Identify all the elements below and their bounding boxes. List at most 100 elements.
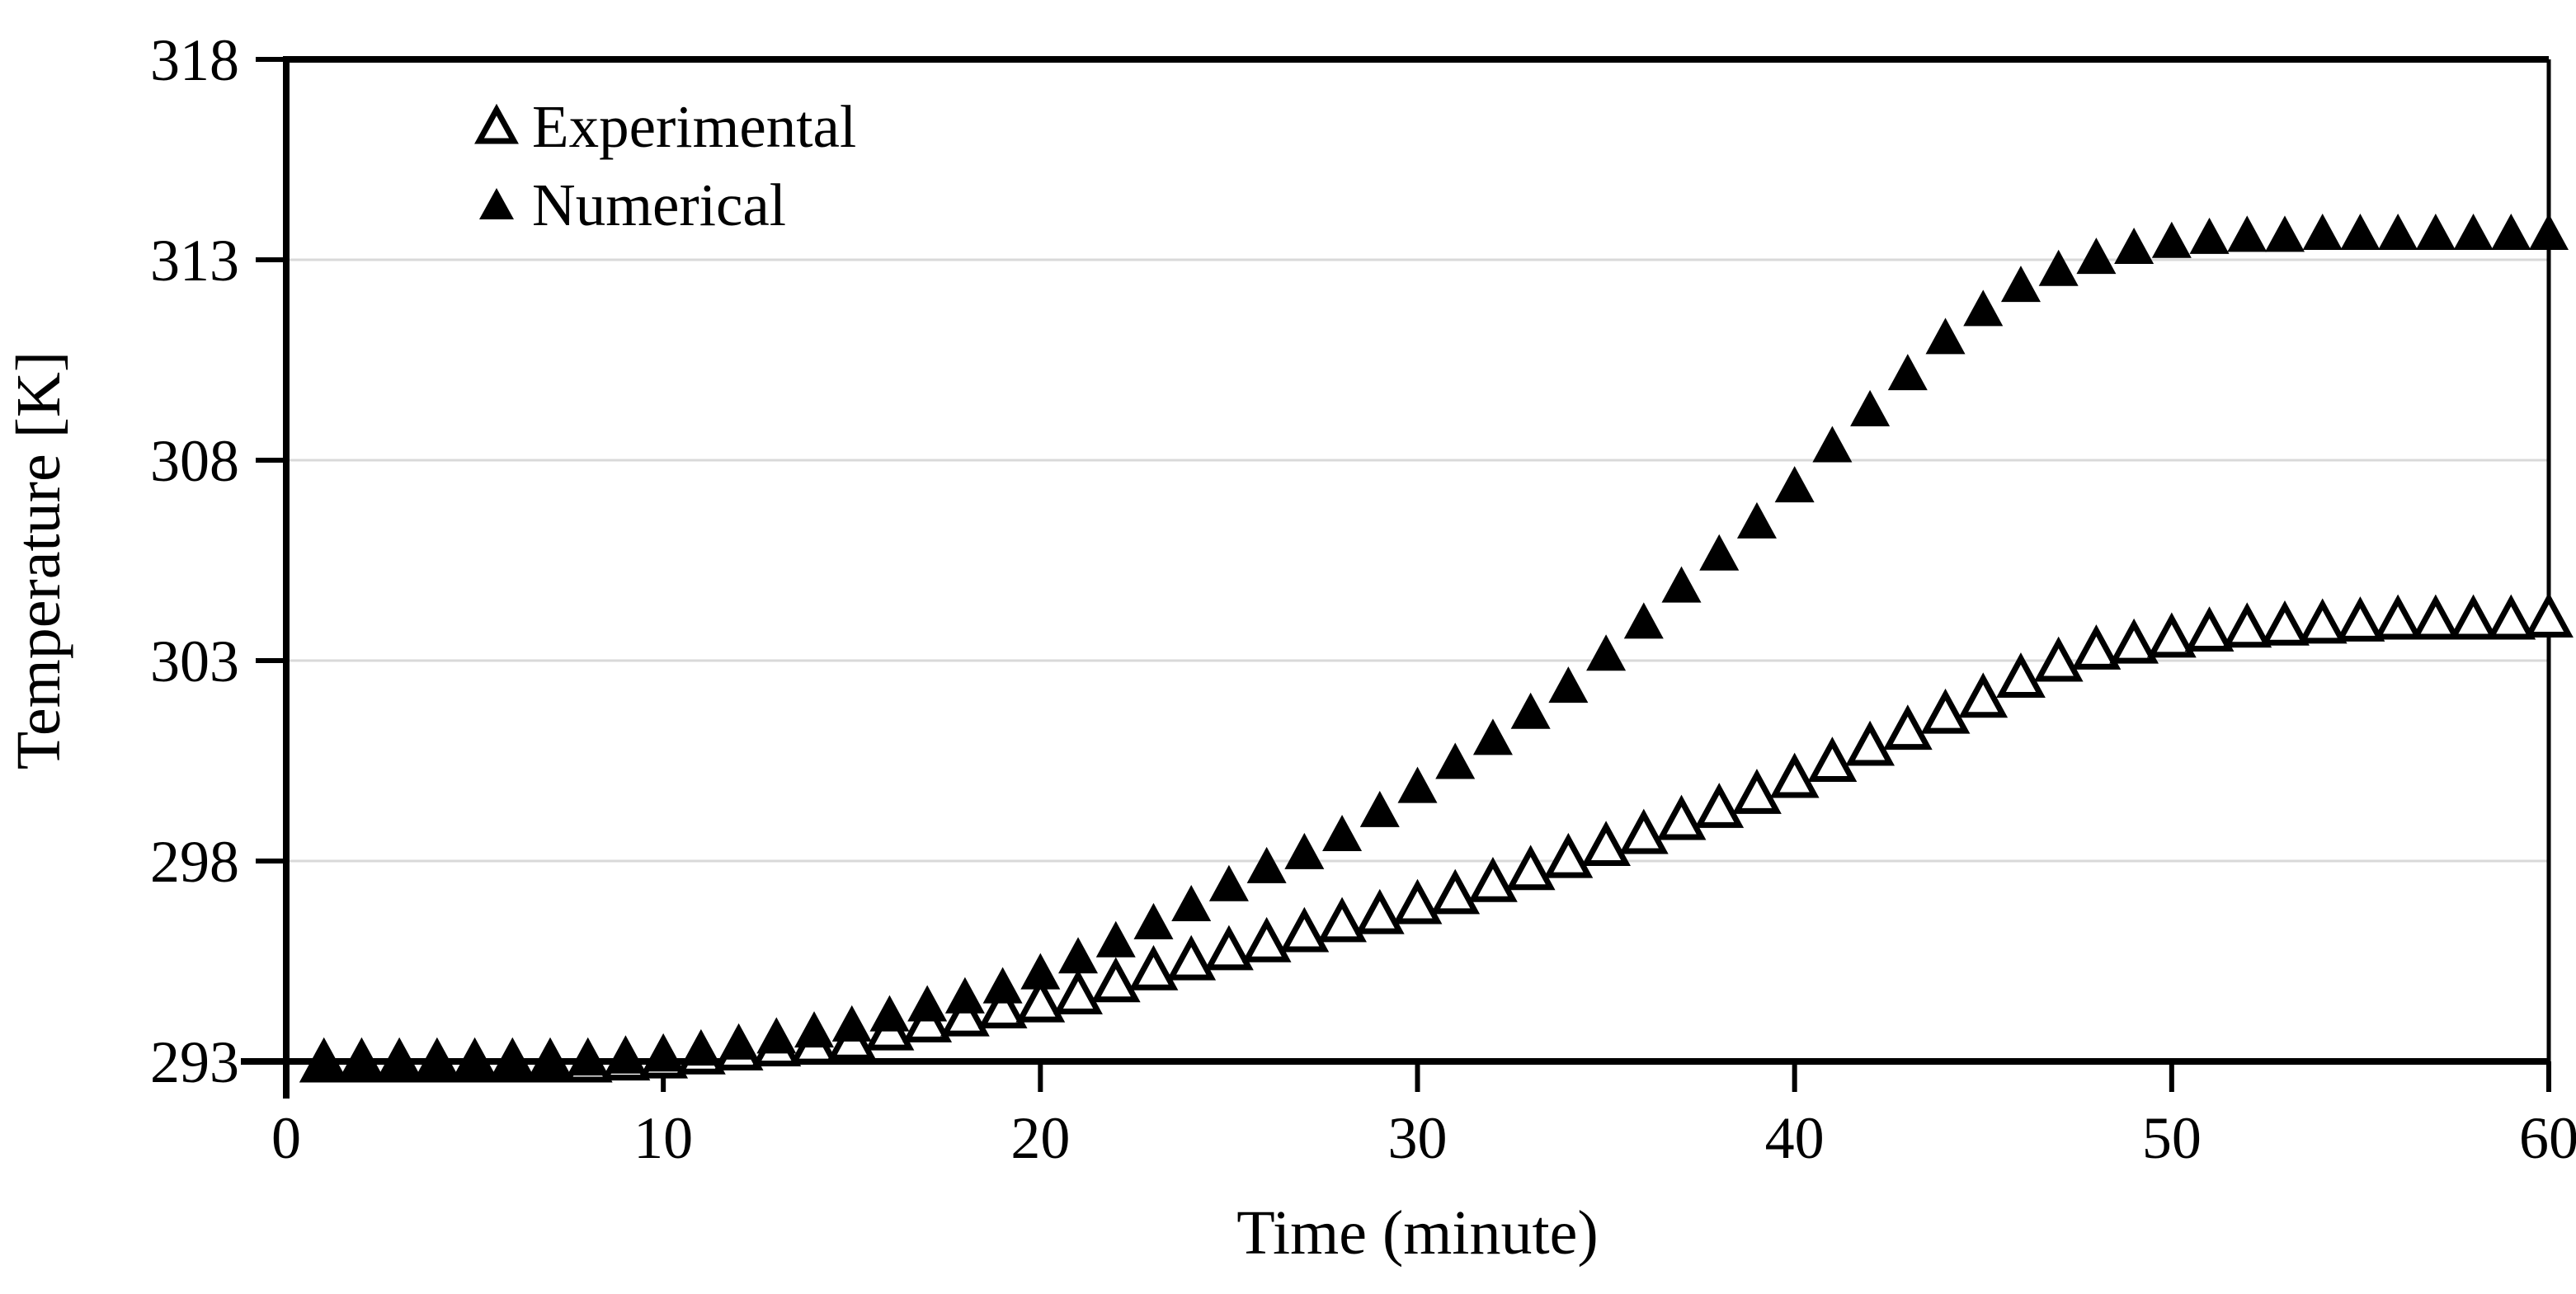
numerical-data-point [492,1041,533,1078]
numerical-data-point [2076,238,2117,275]
numerical-data-point [1736,501,1777,539]
experimental-data-point [2109,618,2159,664]
experimental-data-point [977,983,1028,1028]
numerical-data-point [341,1043,382,1080]
experimental-data-point [1468,856,1518,902]
y-tick-label: 318 [150,27,239,93]
experimental-data-point [1656,794,1707,840]
experimental-data-point [2033,636,2084,682]
experimental-data-point [1882,704,1933,751]
numerical-data-point [1623,602,1664,639]
numerical-data-point [1548,666,1589,703]
numerical-data-point [2453,213,2494,250]
experimental-data-point [1204,925,1254,971]
experimental-data-point [1015,976,1066,1023]
numerical-data-point [1925,318,1966,355]
numerical-data-point [1812,426,1853,463]
experimental-data-point [2524,592,2574,638]
numerical-data-point [1095,920,1136,958]
legend-label: Numerical [532,172,786,238]
experimental-data-point [940,990,990,1037]
numerical-data-point [907,985,948,1022]
numerical-data-point [2378,213,2418,250]
experimental-data-point [1769,752,1820,798]
legend: Experimental Numerical [474,93,856,238]
legend-item-numerical: Numerical [479,172,786,238]
experimental-data-point [2297,598,2348,644]
experimental-data-point [1958,672,2009,718]
experimental-data-point [1430,868,1481,915]
numerical-data-point [2340,213,2381,250]
experimental-data-point [2448,594,2498,640]
y-tick-label: 308 [150,428,239,494]
numerical-data-point [567,1039,608,1076]
x-tick-label: 60 [2519,1105,2576,1171]
numerical-data-point [1208,864,1249,901]
numerical-data-point [605,1037,646,1074]
numerical-data-point [944,976,985,1014]
numerical-data-point [1963,289,2004,327]
experimental-data-point [1618,808,1669,854]
experimental-data-point [1505,845,1556,891]
x-tick-label: 0 [271,1105,301,1171]
numerical-data-point [2302,213,2343,250]
numerical-data-point [2227,215,2268,252]
numerical-data-point [2529,213,2569,250]
numerical-data-point [794,1011,835,1048]
numerical-data-point [530,1041,571,1078]
experimental-data-point [1920,688,1971,734]
numerical-data-point [1661,566,1702,603]
experimental-data-point [1090,957,1141,1003]
open-triangle-icon [474,103,519,144]
experimental-data-point [1732,769,1782,814]
experimental-data-point [1845,720,1895,766]
numerical-data-point [304,1043,344,1080]
numerical-data-point [680,1028,721,1066]
numerical-data-point [2264,215,2305,252]
experimental-data-point [2184,606,2235,652]
experimental-data-point [1354,888,1405,934]
experimental-data-point [1241,916,1292,962]
x-tick-label: 10 [633,1105,693,1171]
series-experimental [299,592,2574,1083]
numerical-data-point [1397,766,1438,803]
series-numerical [304,213,2569,1080]
experimental-data-point [2373,594,2423,640]
numerical-data-point [869,995,910,1032]
numerical-data-point [1284,832,1325,869]
numerical-data-point [2189,217,2230,254]
numerical-data-point [643,1035,684,1072]
y-tick-label: 298 [150,829,239,895]
numerical-data-point [1699,534,1740,571]
numerical-data-point [1133,902,1174,939]
numerical-data-point [1887,354,1928,391]
experimental-data-point [1694,783,1745,828]
y-tick-label: 293 [150,1029,239,1095]
numerical-data-point [756,1017,797,1054]
numerical-data-point [1020,953,1061,990]
y-tick-label: 313 [150,228,239,294]
experimental-data-point [1807,736,1858,782]
y-axis-ticks: 293 298 303 308 313 318 [150,27,286,1095]
numerical-data-point [1850,389,1891,426]
x-axis-ticks: 0 10 20 30 40 50 60 [271,1061,2576,1171]
numerical-data-point [1510,692,1551,729]
numerical-data-point [982,967,1023,1004]
numerical-data-point [417,1043,457,1080]
numerical-data-point [1246,846,1287,883]
numerical-data-point [1435,742,1476,779]
numerical-data-point [1586,634,1627,671]
x-tick-label: 20 [1010,1105,1070,1171]
experimental-data-point [1543,832,1594,878]
numerical-data-point [2491,213,2531,250]
experimental-data-point [2486,594,2536,640]
experimental-data-point [2146,612,2197,658]
experimental-data-point [2260,600,2310,646]
experimental-data-point [1392,878,1443,925]
y-tick-label: 303 [150,628,239,694]
numerical-data-point [1472,718,1513,755]
numerical-data-point [1359,790,1400,827]
experimental-data-point [2222,602,2272,648]
experimental-data-point [2071,624,2122,670]
